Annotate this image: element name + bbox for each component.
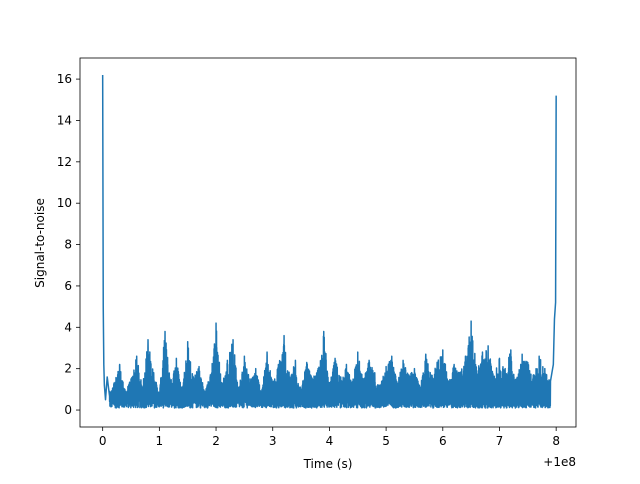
x-tick-label: 4	[326, 434, 334, 448]
y-axis-label: Signal-to-noise	[33, 198, 47, 288]
x-tick-label: 2	[212, 434, 220, 448]
y-tick-label: 8	[64, 238, 72, 252]
x-tick-label: 3	[269, 434, 277, 448]
x-tick-label: 7	[496, 434, 504, 448]
x-tick-label: 8	[552, 434, 560, 448]
y-tick-label: 0	[64, 403, 72, 417]
y-tick-label: 16	[57, 72, 72, 86]
x-tick-label: 0	[99, 434, 107, 448]
x-tick-label: 1	[156, 434, 164, 448]
y-tick-label: 6	[64, 279, 72, 293]
y-tick-label: 10	[57, 196, 72, 210]
y-tick-label: 4	[64, 320, 72, 334]
x-tick-label: 6	[439, 434, 447, 448]
x-tick-label: 5	[382, 434, 390, 448]
y-tick-label: 12	[57, 155, 72, 169]
x-axis-offset-label: +1e8	[543, 455, 576, 469]
y-tick-label: 2	[64, 362, 72, 376]
x-axis-label: Time (s)	[303, 457, 353, 471]
y-tick-label: 14	[57, 113, 72, 127]
